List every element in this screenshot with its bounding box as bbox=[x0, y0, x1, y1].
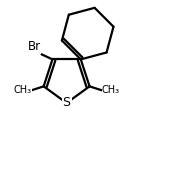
Text: Br: Br bbox=[28, 40, 41, 53]
Text: CH₃: CH₃ bbox=[102, 85, 120, 95]
Text: CH₃: CH₃ bbox=[13, 85, 31, 95]
Text: S: S bbox=[63, 96, 71, 110]
